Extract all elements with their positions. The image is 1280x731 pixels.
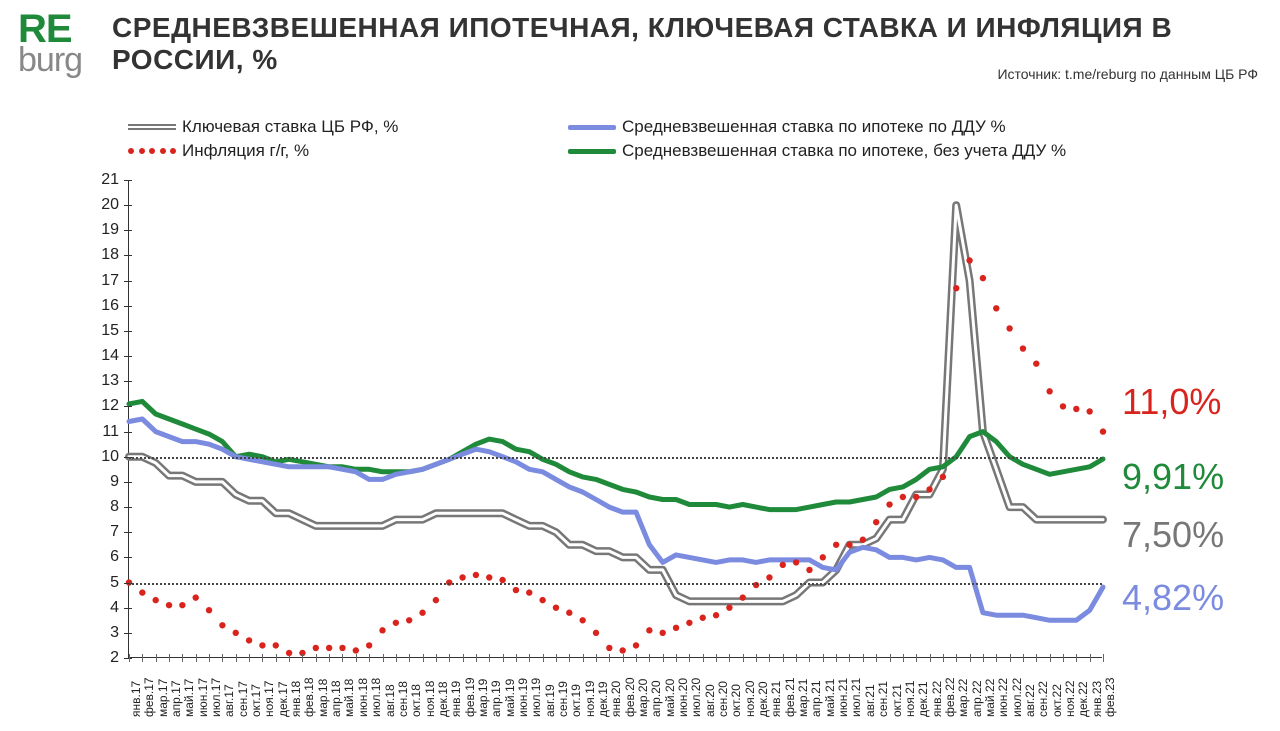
swatch-mortgage-no-ddu (568, 149, 616, 154)
plot-area: 23456789101112131415161718192021янв.17фе… (128, 180, 1102, 658)
chart-legend: Ключевая ставка ЦБ РФ, % Средневзвешенна… (128, 117, 1148, 161)
y-axis-tick: 8 (89, 498, 119, 516)
logo-bottom: burg (18, 46, 96, 75)
legend-mortgage-ddu: Средневзвешенная ставка по ипотеке по ДД… (568, 117, 1148, 137)
y-axis-tick: 16 (89, 297, 119, 315)
y-axis-tick: 6 (89, 548, 119, 566)
legend-inflation: Инфляция г/г, % (128, 141, 568, 161)
y-axis-tick: 7 (89, 523, 119, 541)
y-axis-tick: 5 (89, 574, 119, 592)
swatch-inflation (128, 150, 176, 152)
y-axis-tick: 4 (89, 599, 119, 617)
end-value-label: 11,0% (1122, 381, 1221, 423)
y-axis-tick: 20 (89, 196, 119, 214)
y-axis-tick: 12 (89, 397, 119, 415)
reference-line (129, 583, 1102, 585)
legend-label: Ключевая ставка ЦБ РФ, % (182, 117, 398, 137)
source-text: Источник: t.me/reburg по данным ЦБ РФ (997, 66, 1258, 82)
y-axis-tick: 17 (89, 272, 119, 290)
y-axis-tick: 19 (89, 221, 119, 239)
end-value-label: 4,82% (1122, 577, 1224, 619)
y-axis-tick: 18 (89, 246, 119, 264)
legend-key-rate: Ключевая ставка ЦБ РФ, % (128, 117, 568, 137)
swatch-key-rate (128, 124, 176, 130)
y-axis-tick: 21 (89, 171, 119, 189)
swatch-mortgage-ddu (568, 125, 616, 130)
y-axis-tick: 13 (89, 372, 119, 390)
reference-line (129, 457, 1102, 459)
legend-label: Средневзвешенная ставка по ипотеке, без … (622, 141, 1066, 161)
y-axis-tick: 15 (89, 322, 119, 340)
y-axis-tick: 11 (89, 423, 119, 441)
end-value-labels: 11,0% 9,91% 7,50% 4,82% (1122, 180, 1262, 660)
y-axis-tick: 2 (89, 649, 119, 667)
legend-label: Инфляция г/г, % (182, 141, 309, 161)
line-chart: 23456789101112131415161718192021янв.17фе… (70, 170, 1110, 680)
chart-lines (129, 180, 1103, 658)
y-axis-tick: 9 (89, 473, 119, 491)
end-value-label: 7,50% (1122, 514, 1224, 556)
y-axis-tick: 10 (89, 448, 119, 466)
legend-mortgage-no-ddu: Средневзвешенная ставка по ипотеке, без … (568, 141, 1148, 161)
y-axis-tick: 3 (89, 624, 119, 642)
end-value-label: 9,91% (1122, 456, 1224, 498)
y-axis-tick: 14 (89, 347, 119, 365)
legend-label: Средневзвешенная ставка по ипотеке по ДД… (622, 117, 1006, 137)
logo: RE burg (18, 12, 96, 80)
